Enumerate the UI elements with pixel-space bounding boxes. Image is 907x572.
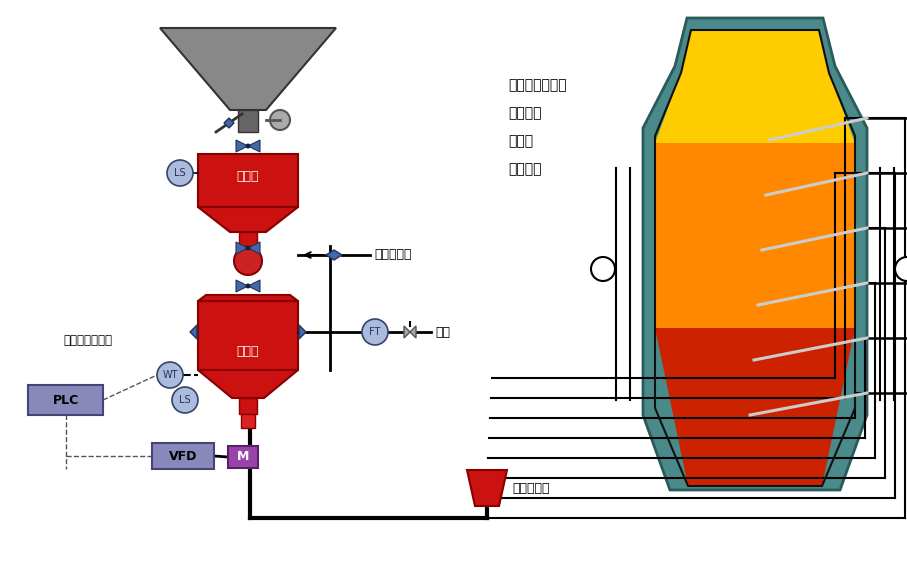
Polygon shape bbox=[224, 118, 234, 128]
Circle shape bbox=[895, 257, 907, 281]
Polygon shape bbox=[198, 370, 298, 398]
Text: 炼钢电炉: 炼钢电炉 bbox=[508, 162, 541, 176]
Text: 喷吹罐: 喷吹罐 bbox=[237, 345, 259, 358]
Bar bbox=[238, 110, 258, 132]
Polygon shape bbox=[236, 280, 248, 292]
Text: LS: LS bbox=[174, 168, 186, 178]
Text: 循环流化床锅炉: 循环流化床锅炉 bbox=[508, 78, 567, 92]
Polygon shape bbox=[643, 18, 867, 490]
Polygon shape bbox=[655, 143, 855, 328]
Text: M: M bbox=[237, 451, 249, 463]
Text: LS: LS bbox=[180, 395, 190, 405]
Circle shape bbox=[172, 387, 198, 413]
Polygon shape bbox=[467, 470, 507, 506]
Text: 给料里连续可调: 给料里连续可调 bbox=[63, 333, 112, 347]
Polygon shape bbox=[299, 325, 306, 339]
Text: 炼铁高炉: 炼铁高炉 bbox=[508, 106, 541, 120]
Polygon shape bbox=[236, 242, 248, 254]
Polygon shape bbox=[248, 242, 260, 254]
Circle shape bbox=[246, 284, 250, 288]
FancyBboxPatch shape bbox=[228, 446, 258, 468]
Polygon shape bbox=[248, 280, 260, 292]
Bar bbox=[241, 414, 255, 428]
Text: WT: WT bbox=[162, 370, 178, 380]
Polygon shape bbox=[236, 140, 248, 152]
Polygon shape bbox=[655, 30, 855, 143]
Polygon shape bbox=[198, 295, 298, 301]
Polygon shape bbox=[198, 207, 298, 232]
Text: 管路分配器: 管路分配器 bbox=[512, 482, 550, 495]
Text: FT: FT bbox=[369, 327, 381, 337]
Polygon shape bbox=[248, 140, 260, 152]
Polygon shape bbox=[190, 325, 197, 339]
Polygon shape bbox=[326, 250, 342, 260]
Text: VFD: VFD bbox=[169, 450, 197, 463]
Circle shape bbox=[270, 110, 290, 130]
Polygon shape bbox=[404, 326, 410, 338]
Text: 流化加压气: 流化加压气 bbox=[374, 248, 412, 261]
Bar bbox=[198, 301, 298, 370]
Circle shape bbox=[167, 160, 193, 186]
Circle shape bbox=[234, 247, 262, 275]
Bar bbox=[198, 154, 298, 207]
Bar bbox=[239, 398, 257, 414]
Circle shape bbox=[246, 144, 250, 149]
Text: 气源: 气源 bbox=[435, 325, 450, 339]
Circle shape bbox=[362, 319, 388, 345]
Polygon shape bbox=[655, 328, 855, 486]
FancyBboxPatch shape bbox=[152, 443, 214, 469]
FancyBboxPatch shape bbox=[28, 385, 103, 415]
Circle shape bbox=[246, 245, 250, 251]
Circle shape bbox=[157, 362, 183, 388]
Polygon shape bbox=[160, 28, 336, 110]
Text: 收料罐: 收料罐 bbox=[237, 170, 259, 184]
Circle shape bbox=[591, 257, 615, 281]
Text: 熔炼炉: 熔炼炉 bbox=[508, 134, 533, 148]
Bar bbox=[239, 232, 257, 246]
Text: PLC: PLC bbox=[53, 394, 79, 407]
Polygon shape bbox=[410, 326, 416, 338]
